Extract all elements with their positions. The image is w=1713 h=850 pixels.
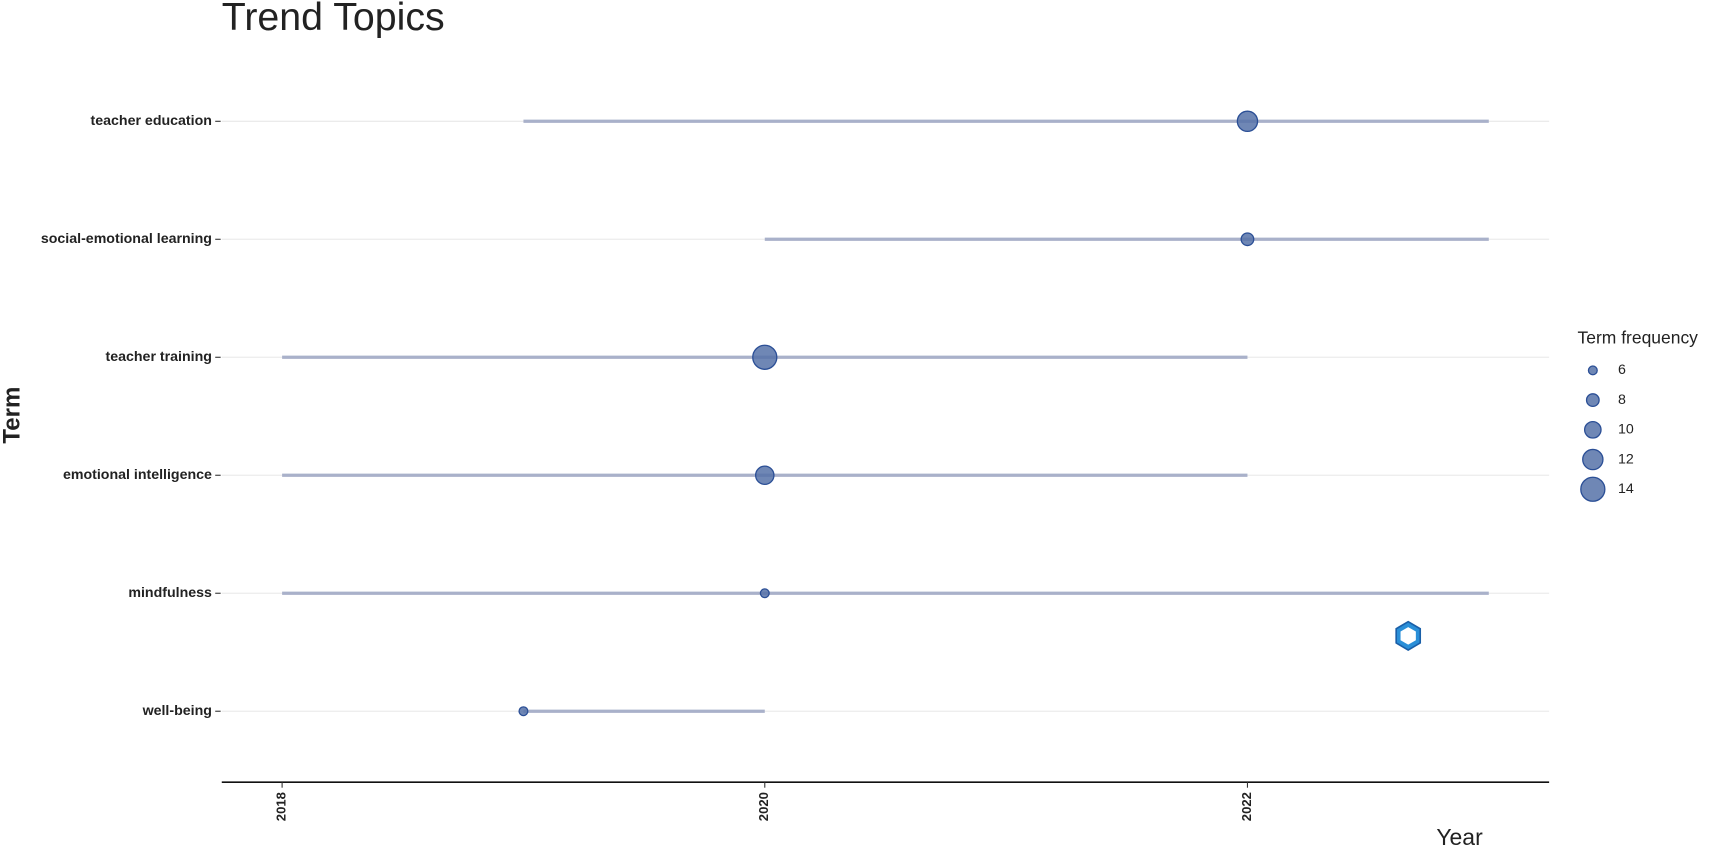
y-tick-label: teacher training (106, 349, 212, 365)
legend-label: 6 (1618, 362, 1626, 378)
x-tick-label: 2018 (274, 792, 289, 821)
legend-label: 12 (1618, 451, 1634, 467)
legend-label: 10 (1618, 422, 1634, 438)
legend-label: 14 (1618, 481, 1634, 497)
x-tick-label: 2022 (1239, 792, 1254, 821)
frequency-point (752, 344, 778, 370)
y-tick-label: emotional intelligence (63, 467, 212, 483)
legend-point (1587, 365, 1598, 376)
x-axis-title: Year (1436, 824, 1483, 850)
logo-inner (1400, 627, 1416, 645)
y-tick-label: well-being (142, 703, 212, 719)
legend-title: Term frequency (1578, 327, 1699, 347)
chart-title: Trend Topics (222, 0, 445, 39)
legend-point (1580, 476, 1606, 502)
frequency-point (1236, 110, 1259, 133)
y-tick-label: social-emotional learning (41, 231, 212, 247)
y-tick-label: mindfulness (128, 585, 212, 601)
logo (1395, 620, 1422, 652)
y-tick-label: teacher education (91, 113, 212, 129)
frequency-point (1240, 232, 1255, 247)
frequency-point (518, 706, 529, 717)
x-tick-label: 2020 (756, 792, 771, 821)
legend-point (1583, 420, 1602, 439)
frequency-point (754, 465, 775, 486)
frequency-point (759, 588, 770, 599)
legend-label: 8 (1618, 392, 1626, 408)
legend-point (1582, 448, 1604, 471)
y-axis-title: Term (0, 387, 25, 444)
legend-point (1585, 393, 1600, 408)
